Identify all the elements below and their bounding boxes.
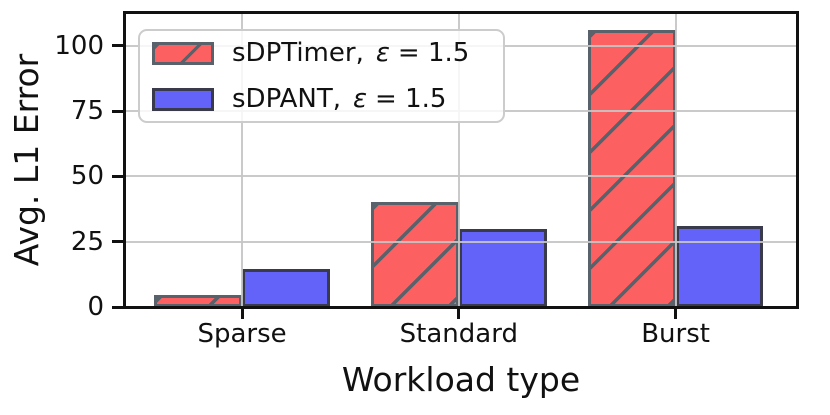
legend-epsilon-symbol: ε <box>375 38 390 68</box>
y-tick-label: 25 <box>70 226 104 257</box>
gridline-vertical <box>457 13 460 307</box>
plot-area: sDPTimer, ε = 1.5 sDPANT, ε = 1.5 <box>123 11 799 309</box>
y-tick-mark <box>112 305 125 309</box>
gridline-horizontal <box>125 175 797 178</box>
y-tick-label: 0 <box>87 292 104 322</box>
bar-sdptimer-standard <box>371 202 459 307</box>
legend-item-sdpant: sDPANT, ε = 1.5 <box>152 85 503 113</box>
gridline-vertical <box>241 13 244 307</box>
gridline-vertical <box>674 13 677 307</box>
x-axis-label: Workload type <box>341 360 581 399</box>
y-tick-mark <box>112 240 125 244</box>
bar-sdptimer-sparse <box>154 295 243 307</box>
x-tick-mark <box>674 309 678 319</box>
legend-epsilon-value: = 1.5 <box>375 84 447 114</box>
legend-series-name: sDPTimer, <box>232 38 364 68</box>
legend-epsilon-symbol: ε <box>352 84 368 114</box>
gridline-horizontal <box>125 240 797 243</box>
x-tick-label: Sparse <box>197 319 287 349</box>
y-tick-mark <box>112 109 125 113</box>
legend-series-name: sDPANT, <box>232 84 341 114</box>
bar-sdpant-burst <box>675 226 764 307</box>
bar-sdptimer-burst <box>587 30 676 307</box>
legend-item-sdptimer: sDPTimer, ε = 1.5 <box>152 39 503 67</box>
x-tick-mark <box>457 309 461 319</box>
x-tick-label: Standard <box>399 319 518 349</box>
y-tick-label: 100 <box>54 30 104 61</box>
legend-swatch-sdptimer <box>152 41 214 65</box>
legend-swatch-sdpant <box>152 87 214 111</box>
legend: sDPTimer, ε = 1.5 sDPANT, ε = 1.5 <box>138 29 505 123</box>
y-tick-mark <box>112 174 125 178</box>
legend-epsilon-value: = 1.5 <box>397 38 470 68</box>
legend-label: sDPANT, ε = 1.5 <box>232 85 446 113</box>
y-tick-mark <box>112 44 125 48</box>
x-tick-mark <box>240 309 244 319</box>
y-tick-label: 75 <box>70 96 104 126</box>
y-tick-label: 50 <box>70 161 104 192</box>
bar-sdpant-sparse <box>242 269 330 307</box>
x-tick-label: Burst <box>641 319 710 349</box>
legend-label: sDPTimer, ε = 1.5 <box>232 39 469 67</box>
